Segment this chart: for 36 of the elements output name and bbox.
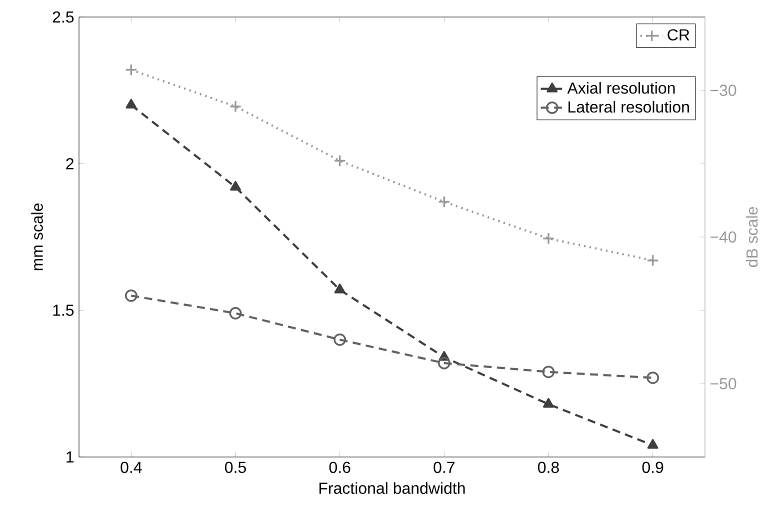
legend-label: Lateral resolution: [568, 100, 689, 113]
point: [124, 289, 138, 302]
point: [334, 284, 346, 294]
point: [126, 98, 137, 109]
x-tick-label: 0.5: [225, 462, 246, 474]
legend-label: Axial resolution: [567, 82, 675, 94]
y2-tick-label: −30: [710, 84, 736, 96]
y-axis-title: mm scale: [31, 204, 43, 270]
point: [229, 100, 242, 113]
x-tick-label: 0.7: [434, 462, 454, 474]
point: [646, 372, 660, 384]
point: [230, 180, 241, 191]
y2-axis-title: dB scale: [746, 207, 758, 268]
y-tick-label: 2.5: [52, 11, 74, 23]
point: [543, 398, 554, 408]
y-tick-label: 1.5: [53, 304, 74, 316]
x-tick-label: 0.4: [120, 462, 142, 474]
point: [438, 356, 450, 370]
y2-tick-label: −40: [710, 231, 736, 243]
point: [334, 154, 346, 167]
point: [647, 439, 658, 449]
x-tick-label: 0.6: [329, 462, 350, 474]
y2-tick-label: −50: [710, 378, 736, 390]
x-axis-title: Fractional bandwidth: [319, 482, 465, 494]
point: [334, 333, 346, 346]
point: [229, 307, 242, 320]
x-tick-label: 0.8: [538, 462, 559, 474]
point: [646, 254, 660, 267]
y-tick-label: 2: [66, 158, 74, 170]
point: [542, 232, 555, 245]
point: [124, 64, 138, 76]
x-tick-label: 0.9: [642, 462, 664, 474]
y-tick-label: 1: [66, 451, 74, 462]
legend-label: CR: [668, 29, 690, 41]
point: [542, 366, 555, 378]
point: [438, 196, 450, 208]
